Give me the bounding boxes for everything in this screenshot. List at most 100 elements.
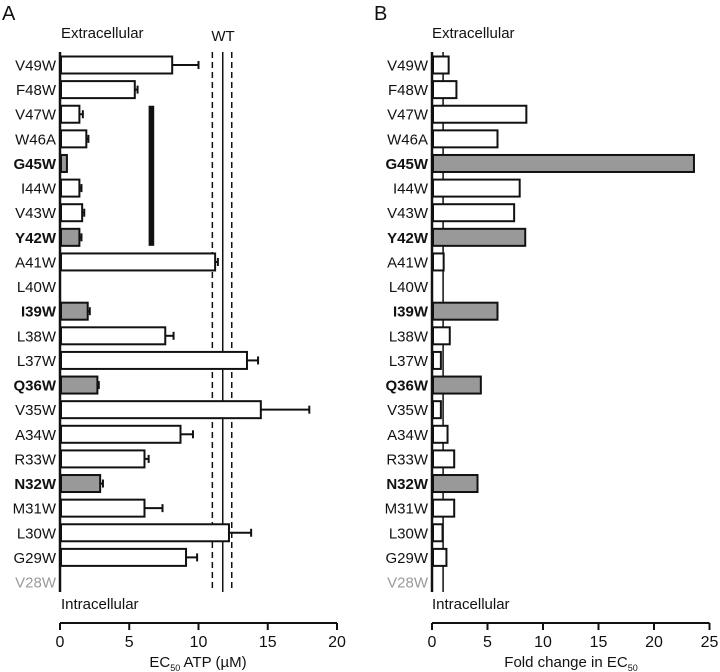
panel-b-bar	[432, 498, 456, 518]
panel-a-category-label: F48W	[16, 82, 57, 99]
panel-a-bar	[60, 350, 248, 370]
panel-a-category-label: W46A	[15, 131, 56, 148]
panel-b-category-label: Y42W	[387, 230, 429, 247]
panel-b-category-label: L30W	[389, 525, 429, 542]
panel-b-category-label: A34W	[387, 427, 429, 444]
panel-b-bar	[432, 350, 442, 370]
panel-b-bottom-annotation: Intracellular	[432, 596, 510, 613]
panel-b-category-label: L40W	[389, 279, 429, 296]
panel-a-category-label: Y42W	[15, 230, 57, 247]
panel-b-top-annotation: Extracellular	[432, 25, 515, 42]
panel-b-x-tick-label: 10	[534, 634, 552, 651]
panel-a-bar	[60, 498, 146, 518]
panel-b-bar	[432, 301, 499, 321]
panel-b-category-label: I39W	[393, 304, 429, 321]
panel-b-category-label: W46A	[387, 131, 428, 148]
panel-b-x-tick-label: 25	[701, 634, 719, 651]
panel-b-category-label: R33W	[386, 451, 429, 468]
panel-a-category-label: L30W	[17, 525, 57, 542]
panel-a-x-tick-label: 5	[125, 634, 134, 651]
panel-b-category-label: V43W	[387, 205, 429, 222]
panel-b-category-label: N32W	[386, 476, 429, 493]
panel-a-category-label: V28W	[15, 575, 57, 592]
panel-a-category-label: G45W	[13, 156, 56, 173]
panel-b-x-axis-label: Fold change in EC50	[504, 654, 637, 672]
panel-a-x-tick-label: 15	[259, 634, 277, 651]
panel-a-bottom-annotation: Intracellular	[61, 596, 139, 613]
panel-a-bar	[60, 449, 146, 469]
panel-a-bar	[60, 424, 182, 444]
panel-b-category-label: G29W	[385, 550, 428, 567]
panel-b-bar	[432, 80, 458, 100]
panel-b-x-tick-label: 15	[590, 634, 608, 651]
panel-a-bar	[60, 375, 99, 395]
panel-a-category-label: I39W	[21, 304, 57, 321]
panel-b-bar	[432, 474, 479, 494]
panel-b-bar	[432, 400, 442, 420]
panel-a-bar	[60, 523, 230, 543]
panel-b-x-tick-label: 5	[483, 634, 492, 651]
panel-a-bar	[60, 129, 88, 149]
panel-b-bar	[432, 129, 499, 149]
panel-a-category-label: N32W	[14, 476, 57, 493]
panel-a-bar	[60, 203, 84, 223]
panel-b-bar	[432, 55, 450, 75]
panel-b-bar	[432, 104, 528, 124]
panel-b-category-label: L37W	[389, 353, 429, 370]
panel-a-plot: V49W F48W V47W W46A G45W I44W V43W Y42W A41W L40W…	[13, 52, 346, 651]
panel-a-bar	[60, 178, 81, 198]
panel-b-category-label: V47W	[387, 107, 429, 124]
panel-a-top-annotation: Extracellular	[61, 25, 144, 42]
panel-b-bar	[432, 203, 516, 223]
panel-a-bar	[60, 153, 68, 173]
panel-b-plot: V49W F48W V47W W46A G45W I44W V43W Y42W A41W L40W…	[385, 52, 719, 651]
panel-a-category-label: L37W	[17, 353, 57, 370]
panel-b-bar	[432, 153, 695, 173]
panel-a-bar	[60, 80, 136, 100]
panel-a-category-label: V47W	[15, 107, 57, 124]
panel-b-category-label: L38W	[389, 328, 429, 345]
panel-a-category-label: Q36W	[13, 378, 56, 395]
panel-b-category-label: G45W	[385, 156, 428, 173]
panel-a-x-tick-label: 0	[56, 634, 65, 651]
panel-b-bar	[432, 547, 448, 567]
panel-a-category-label: I44W	[21, 181, 57, 198]
panel-b-bar	[432, 375, 482, 395]
panel-a-bar	[60, 400, 262, 420]
panel-a-letter: A	[2, 3, 16, 25]
panel-b-category-label: Q36W	[385, 378, 428, 395]
panel-a-bar	[60, 474, 102, 494]
panel-b-bar	[432, 178, 521, 198]
panel-b-category-label: I44W	[393, 181, 429, 198]
panel-b-bar	[432, 424, 449, 444]
panel-a-bar	[60, 252, 217, 272]
panel-b-category-label: V35W	[387, 402, 429, 419]
panel-b-category-label: V49W	[387, 58, 429, 75]
panel-b-category-label: V28W	[387, 575, 429, 592]
panel-a-x-tick-label: 20	[328, 634, 346, 651]
panel-a-category-label: L40W	[17, 279, 57, 296]
panel-a-category-label: G29W	[13, 550, 56, 567]
panel-a-x-axis-label: EC50 ATP (µM)	[149, 654, 246, 672]
panel-a-category-label: V43W	[15, 205, 57, 222]
panel-a-bar	[60, 547, 188, 567]
panel-a-category-label: A41W	[15, 254, 57, 271]
panel-a-bar	[60, 55, 174, 75]
panel-a-category-label: L38W	[17, 328, 57, 345]
panel-b-bar	[432, 227, 527, 247]
panel-a-category-label: R33W	[14, 451, 57, 468]
panel-a-bar	[60, 227, 81, 247]
panel-b-bar	[432, 252, 445, 272]
panel-a-bar	[60, 104, 81, 124]
panel-a-x-tick-label: 10	[190, 634, 208, 651]
panel-a-wt-label: WT	[211, 28, 234, 45]
panel-b-bar	[432, 523, 444, 543]
panel-a-category-label: A34W	[15, 427, 57, 444]
panel-a-category-label: V35W	[15, 402, 57, 419]
panel-b-letter: B	[374, 3, 387, 25]
panel-b-x-tick-label: 0	[428, 634, 437, 651]
panel-a-bar	[60, 326, 167, 346]
panel-b-category-label: A41W	[387, 254, 429, 271]
panel-a-category-label: V49W	[15, 58, 57, 75]
